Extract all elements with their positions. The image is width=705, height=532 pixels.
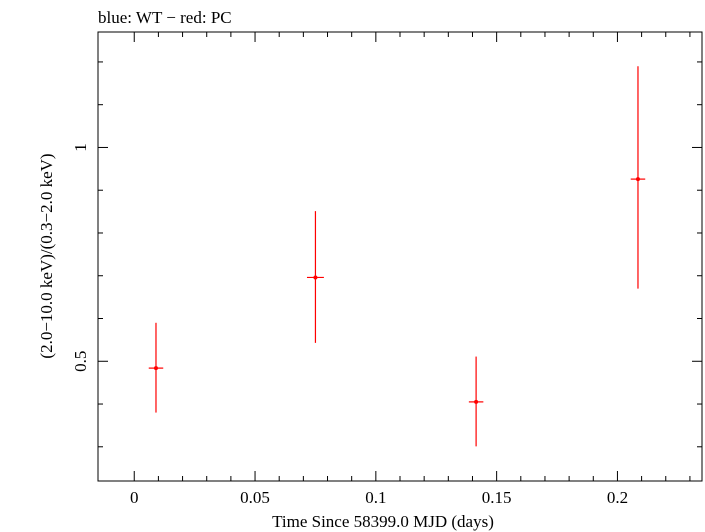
data-point [468, 356, 484, 447]
data-point [306, 211, 324, 343]
y-axis-label: (2.0−10.0 keV)/(0.3−2.0 keV) [37, 153, 56, 358]
x-tick-label: 0.15 [482, 488, 512, 507]
x-tick-label: 0.1 [365, 488, 386, 507]
tick-labels: 0 0.05 0.1 0.15 0.2 0.5 1 [71, 143, 628, 507]
x-tick-label: 0.05 [240, 488, 270, 507]
data-points [148, 66, 646, 447]
chart-title: blue: WT − red: PC [98, 8, 232, 27]
point-marker [313, 275, 318, 280]
plot-frame [97, 31, 703, 482]
axis-ticks [98, 32, 702, 481]
y-tick-label: 1 [71, 143, 90, 152]
point-marker [635, 177, 640, 182]
point-marker [153, 366, 158, 371]
y-tick-label: 0.5 [71, 351, 90, 372]
x-tick-label: 0 [130, 488, 139, 507]
data-point [630, 66, 646, 289]
x-tick-label: 0.2 [607, 488, 628, 507]
point-marker [474, 399, 479, 404]
x-axis-label: Time Since 58399.0 MJD (days) [272, 512, 494, 531]
data-point [148, 322, 164, 413]
